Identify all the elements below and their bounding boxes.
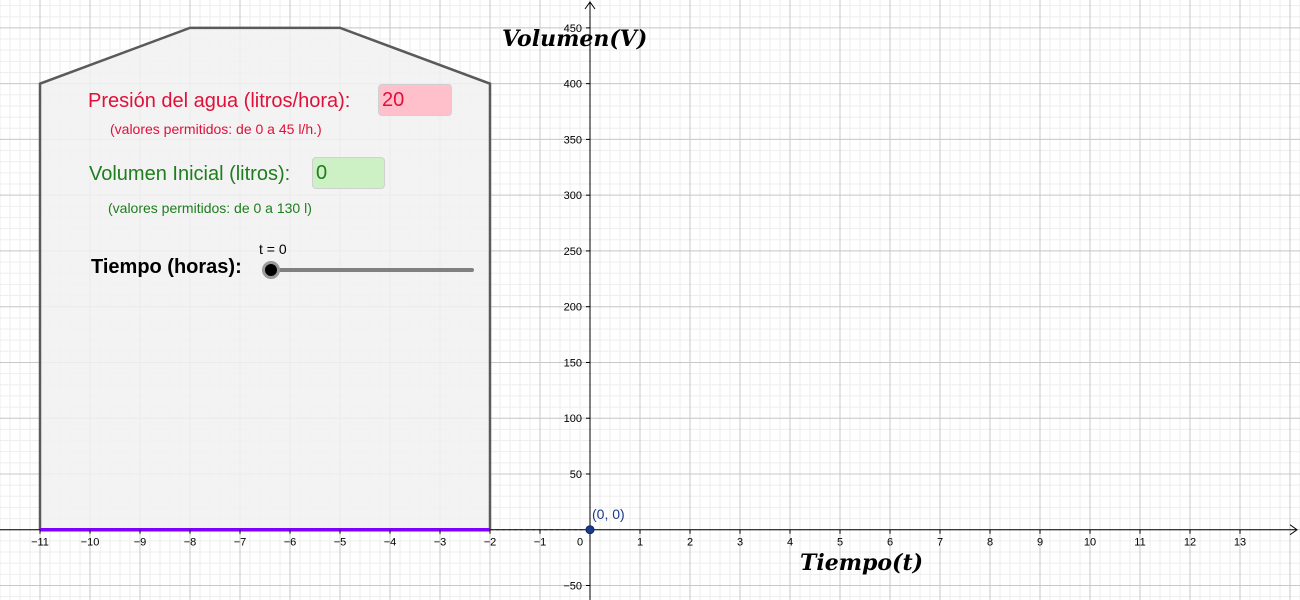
y-tick-label: 400 xyxy=(564,79,582,91)
y-tick-label: 150 xyxy=(564,357,582,369)
y-tick-label: 450 xyxy=(564,23,582,35)
volume-input[interactable] xyxy=(312,157,385,189)
tank-fill xyxy=(40,27,490,530)
x-tick-label: 5 xyxy=(837,537,843,549)
x-tick-label: −6 xyxy=(284,537,297,549)
y-tick-label: 300 xyxy=(564,190,582,202)
y-tick-label: 250 xyxy=(564,246,582,258)
y-tick-label: 200 xyxy=(564,302,582,314)
time-label: Tiempo (horas): xyxy=(91,256,242,278)
x-tick-label: −1 xyxy=(534,537,547,549)
x-tick-label: −5 xyxy=(334,537,347,549)
time-slider-knob[interactable] xyxy=(262,261,280,279)
x-tick-label: 13 xyxy=(1234,537,1246,549)
x-tick-label: 10 xyxy=(1084,537,1096,549)
y-axis-title: Volumen(V) xyxy=(502,26,648,52)
pressure-input[interactable] xyxy=(378,84,452,116)
x-tick-label: 11 xyxy=(1134,537,1145,549)
x-tick-label: 12 xyxy=(1184,537,1196,549)
x-tick-label: −11 xyxy=(31,537,49,549)
x-tick-label: 9 xyxy=(1037,537,1043,549)
x-tick-label: −7 xyxy=(234,537,247,549)
x-tick-label: 1 xyxy=(637,537,643,549)
x-tick-label: −8 xyxy=(184,537,197,549)
x-tick-label: 2 xyxy=(687,537,693,549)
x-tick-label: 8 xyxy=(987,537,993,549)
x-tick-label: 3 xyxy=(737,537,743,549)
x-tick-label: 7 xyxy=(937,537,943,549)
time-caption: t = 0 xyxy=(259,241,287,257)
volume-note: (valores permitidos: de 0 a 130 l) xyxy=(108,200,312,216)
tank-outline xyxy=(38,26,492,530)
origin-point xyxy=(585,525,595,535)
y-tick-label: 350 xyxy=(564,134,582,146)
pressure-note: (valores permitidos: de 0 a 45 l/h.) xyxy=(110,121,322,137)
x-tick-label: 4 xyxy=(787,537,793,549)
x-axis-title: Tiempo(t) xyxy=(800,550,924,576)
y-tick-label: −50 xyxy=(563,581,582,593)
x-tick-label: −2 xyxy=(484,537,497,549)
time-slider-track[interactable] xyxy=(268,268,474,272)
y-tick-label: 50 xyxy=(570,469,582,481)
x-tick-label: −10 xyxy=(81,537,100,549)
pressure-label: Presión del agua (litros/hora): xyxy=(88,90,351,112)
x-tick-label: 6 xyxy=(887,537,893,549)
x-tick-label: −9 xyxy=(134,537,147,549)
x-tick-label: −3 xyxy=(434,537,447,549)
y-tick-label: 100 xyxy=(564,413,582,425)
volume-label: Volumen Inicial (litros): xyxy=(89,163,291,185)
x-tick-label: −4 xyxy=(384,537,397,549)
x-tick-label: 0 xyxy=(577,537,583,549)
x-axis-arrow xyxy=(1289,524,1298,536)
origin-label: (0, 0) xyxy=(592,506,625,522)
y-axis-arrow xyxy=(584,1,596,10)
